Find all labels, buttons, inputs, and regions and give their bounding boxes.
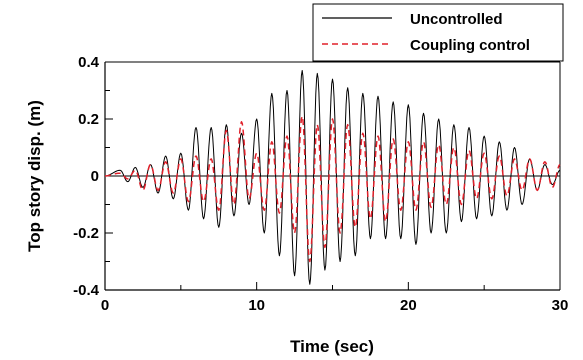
legend-label-uncontrolled: Uncontrolled [410,11,503,28]
x-tick-label: 10 [248,297,265,314]
x-tick-label: 30 [552,297,569,314]
series-layer [104,70,561,285]
y-tick-label: 0.2 [78,111,99,128]
y-tick-label: 0.4 [78,54,100,71]
x-tick-label: 0 [101,297,109,314]
x-tick-label: 20 [400,297,417,314]
legend-box [312,3,564,62]
series-line-coupling-control [104,115,561,263]
y-tick-label: 0 [91,168,99,185]
y-tick-label: -0.2 [73,225,99,242]
x-axis-title: Time (sec) [290,337,374,356]
y-axis-title: Top story disp. (m) [25,100,44,252]
legend: Uncontrolled Coupling control [312,3,564,62]
y-tick-label: -0.4 [73,282,100,299]
axis-tick-labels: 0 10 20 30 -0.4 -0.2 0 0.2 0.4 [73,54,568,314]
legend-label-coupling-control: Coupling control [410,37,530,54]
series-line-uncontrolled [104,70,561,285]
